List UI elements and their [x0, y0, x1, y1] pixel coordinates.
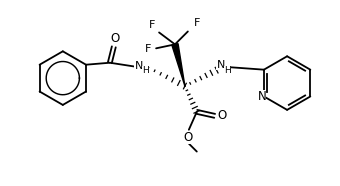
Text: N: N — [217, 60, 225, 70]
Text: F: F — [149, 20, 155, 30]
Text: N: N — [258, 90, 266, 103]
Polygon shape — [172, 44, 185, 86]
Text: N: N — [134, 61, 143, 71]
Text: O: O — [217, 109, 226, 122]
Text: H: H — [142, 66, 149, 75]
Text: F: F — [193, 17, 200, 28]
Text: F: F — [145, 44, 151, 54]
Text: H: H — [224, 66, 231, 75]
Text: O: O — [183, 131, 192, 144]
Text: O: O — [110, 32, 119, 45]
